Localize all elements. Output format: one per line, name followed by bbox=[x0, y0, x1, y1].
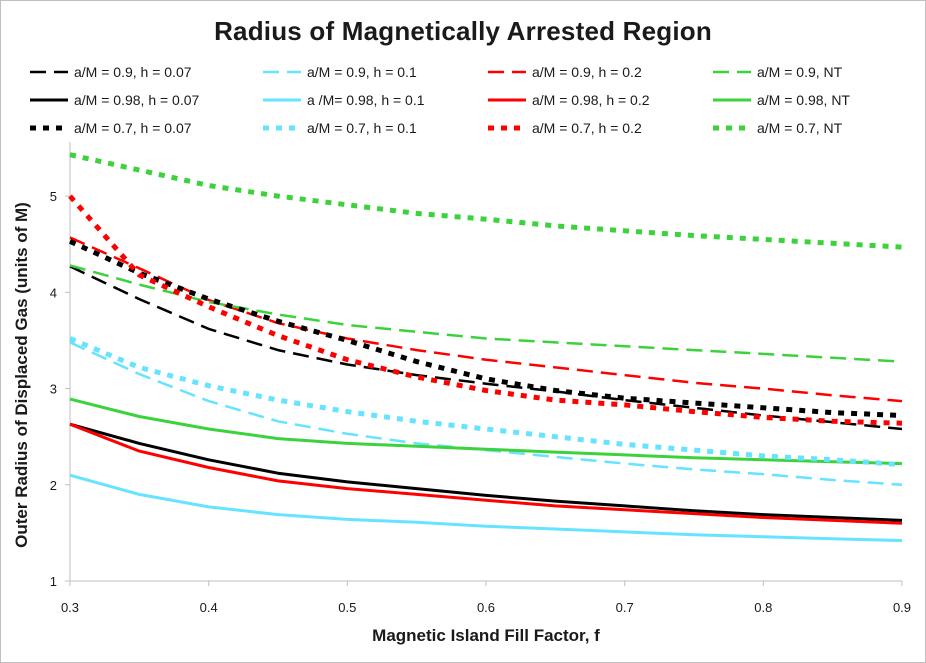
series-line-a-m-0-9-h-0-2 bbox=[69, 236, 903, 403]
x-tick-label: 0.3 bbox=[61, 600, 79, 615]
axes: 1 2 3 4 5 0.3 0.4 0.5 0.6 0.7 0.8 0.9 bbox=[50, 142, 911, 615]
x-tick-label: 0.7 bbox=[616, 600, 634, 615]
series-line-a-m-0-9-h-0-07 bbox=[69, 265, 903, 431]
series-line-a-m-0-98-nt bbox=[69, 397, 903, 466]
series-line-a-m-0-7-h-0-2 bbox=[68, 194, 903, 426]
y-tick-label: 5 bbox=[50, 189, 57, 204]
series-line-a-m-0-7-nt bbox=[69, 152, 903, 250]
legend-label-a-m-0-7-h-0-07: a/M = 0.7, h = 0.07 bbox=[74, 120, 192, 136]
legend-label-a-m-0-7-nt: a/M = 0.7, NT bbox=[757, 120, 843, 136]
legend-label-a-m-0-9-h-0-07: a/M = 0.9, h = 0.07 bbox=[74, 64, 192, 80]
legend-label-a-m-0-7-h-0-2: a/M = 0.7, h = 0.2 bbox=[532, 120, 642, 136]
legend: a/M = 0.9, h = 0.07 a/M = 0.9, h = 0.1 a/M… bbox=[30, 64, 850, 136]
x-tick-label: 0.5 bbox=[338, 600, 356, 615]
series-line-a-m-0-7-h-0-07 bbox=[68, 239, 903, 418]
legend-label-a-m-0-9-h-0-2: a/M = 0.9, h = 0.2 bbox=[532, 64, 642, 80]
series-line-a-m-0-7-h-0-1 bbox=[69, 336, 903, 468]
series-line-a-m-0-98-h-0-07 bbox=[69, 422, 903, 522]
legend-label-a-m-0-98-h-0-1: a /M= 0.98, h = 0.1 bbox=[307, 92, 425, 108]
chart-title: Radius of Magnetically Arrested Region bbox=[214, 16, 712, 46]
series-layer bbox=[68, 152, 903, 543]
x-tick-label: 0.6 bbox=[477, 600, 495, 615]
legend-label-a-m-0-98-h-0-07: a/M = 0.98, h = 0.07 bbox=[74, 92, 200, 108]
y-tick-label: 1 bbox=[50, 574, 57, 589]
legend-label-a-m-0-9-nt: a/M = 0.9, NT bbox=[757, 64, 843, 80]
y-tick-label: 3 bbox=[50, 382, 57, 397]
x-tick-label: 0.4 bbox=[200, 600, 218, 615]
legend-label-a-m-0-9-h-0-1: a/M = 0.9, h = 0.1 bbox=[307, 64, 417, 80]
series-line-a-m-0-98-h-0-1 bbox=[69, 473, 903, 543]
x-axis-label: Magnetic Island Fill Factor, f bbox=[372, 626, 600, 645]
legend-label-a-m-0-7-h-0-1: a/M = 0.7, h = 0.1 bbox=[307, 120, 417, 136]
legend-label-a-m-0-98-h-0-2: a/M = 0.98, h = 0.2 bbox=[532, 92, 650, 108]
series-line-a-m-0-98-h-0-2 bbox=[69, 422, 903, 525]
series-line-a-m-0-9-nt bbox=[69, 264, 903, 363]
legend-label-a-m-0-98-nt: a/M = 0.98, NT bbox=[757, 92, 850, 108]
y-tick-label: 4 bbox=[50, 285, 57, 300]
x-tick-label: 0.9 bbox=[893, 600, 911, 615]
x-tick-label: 0.8 bbox=[754, 600, 772, 615]
y-tick-label: 2 bbox=[50, 478, 57, 493]
